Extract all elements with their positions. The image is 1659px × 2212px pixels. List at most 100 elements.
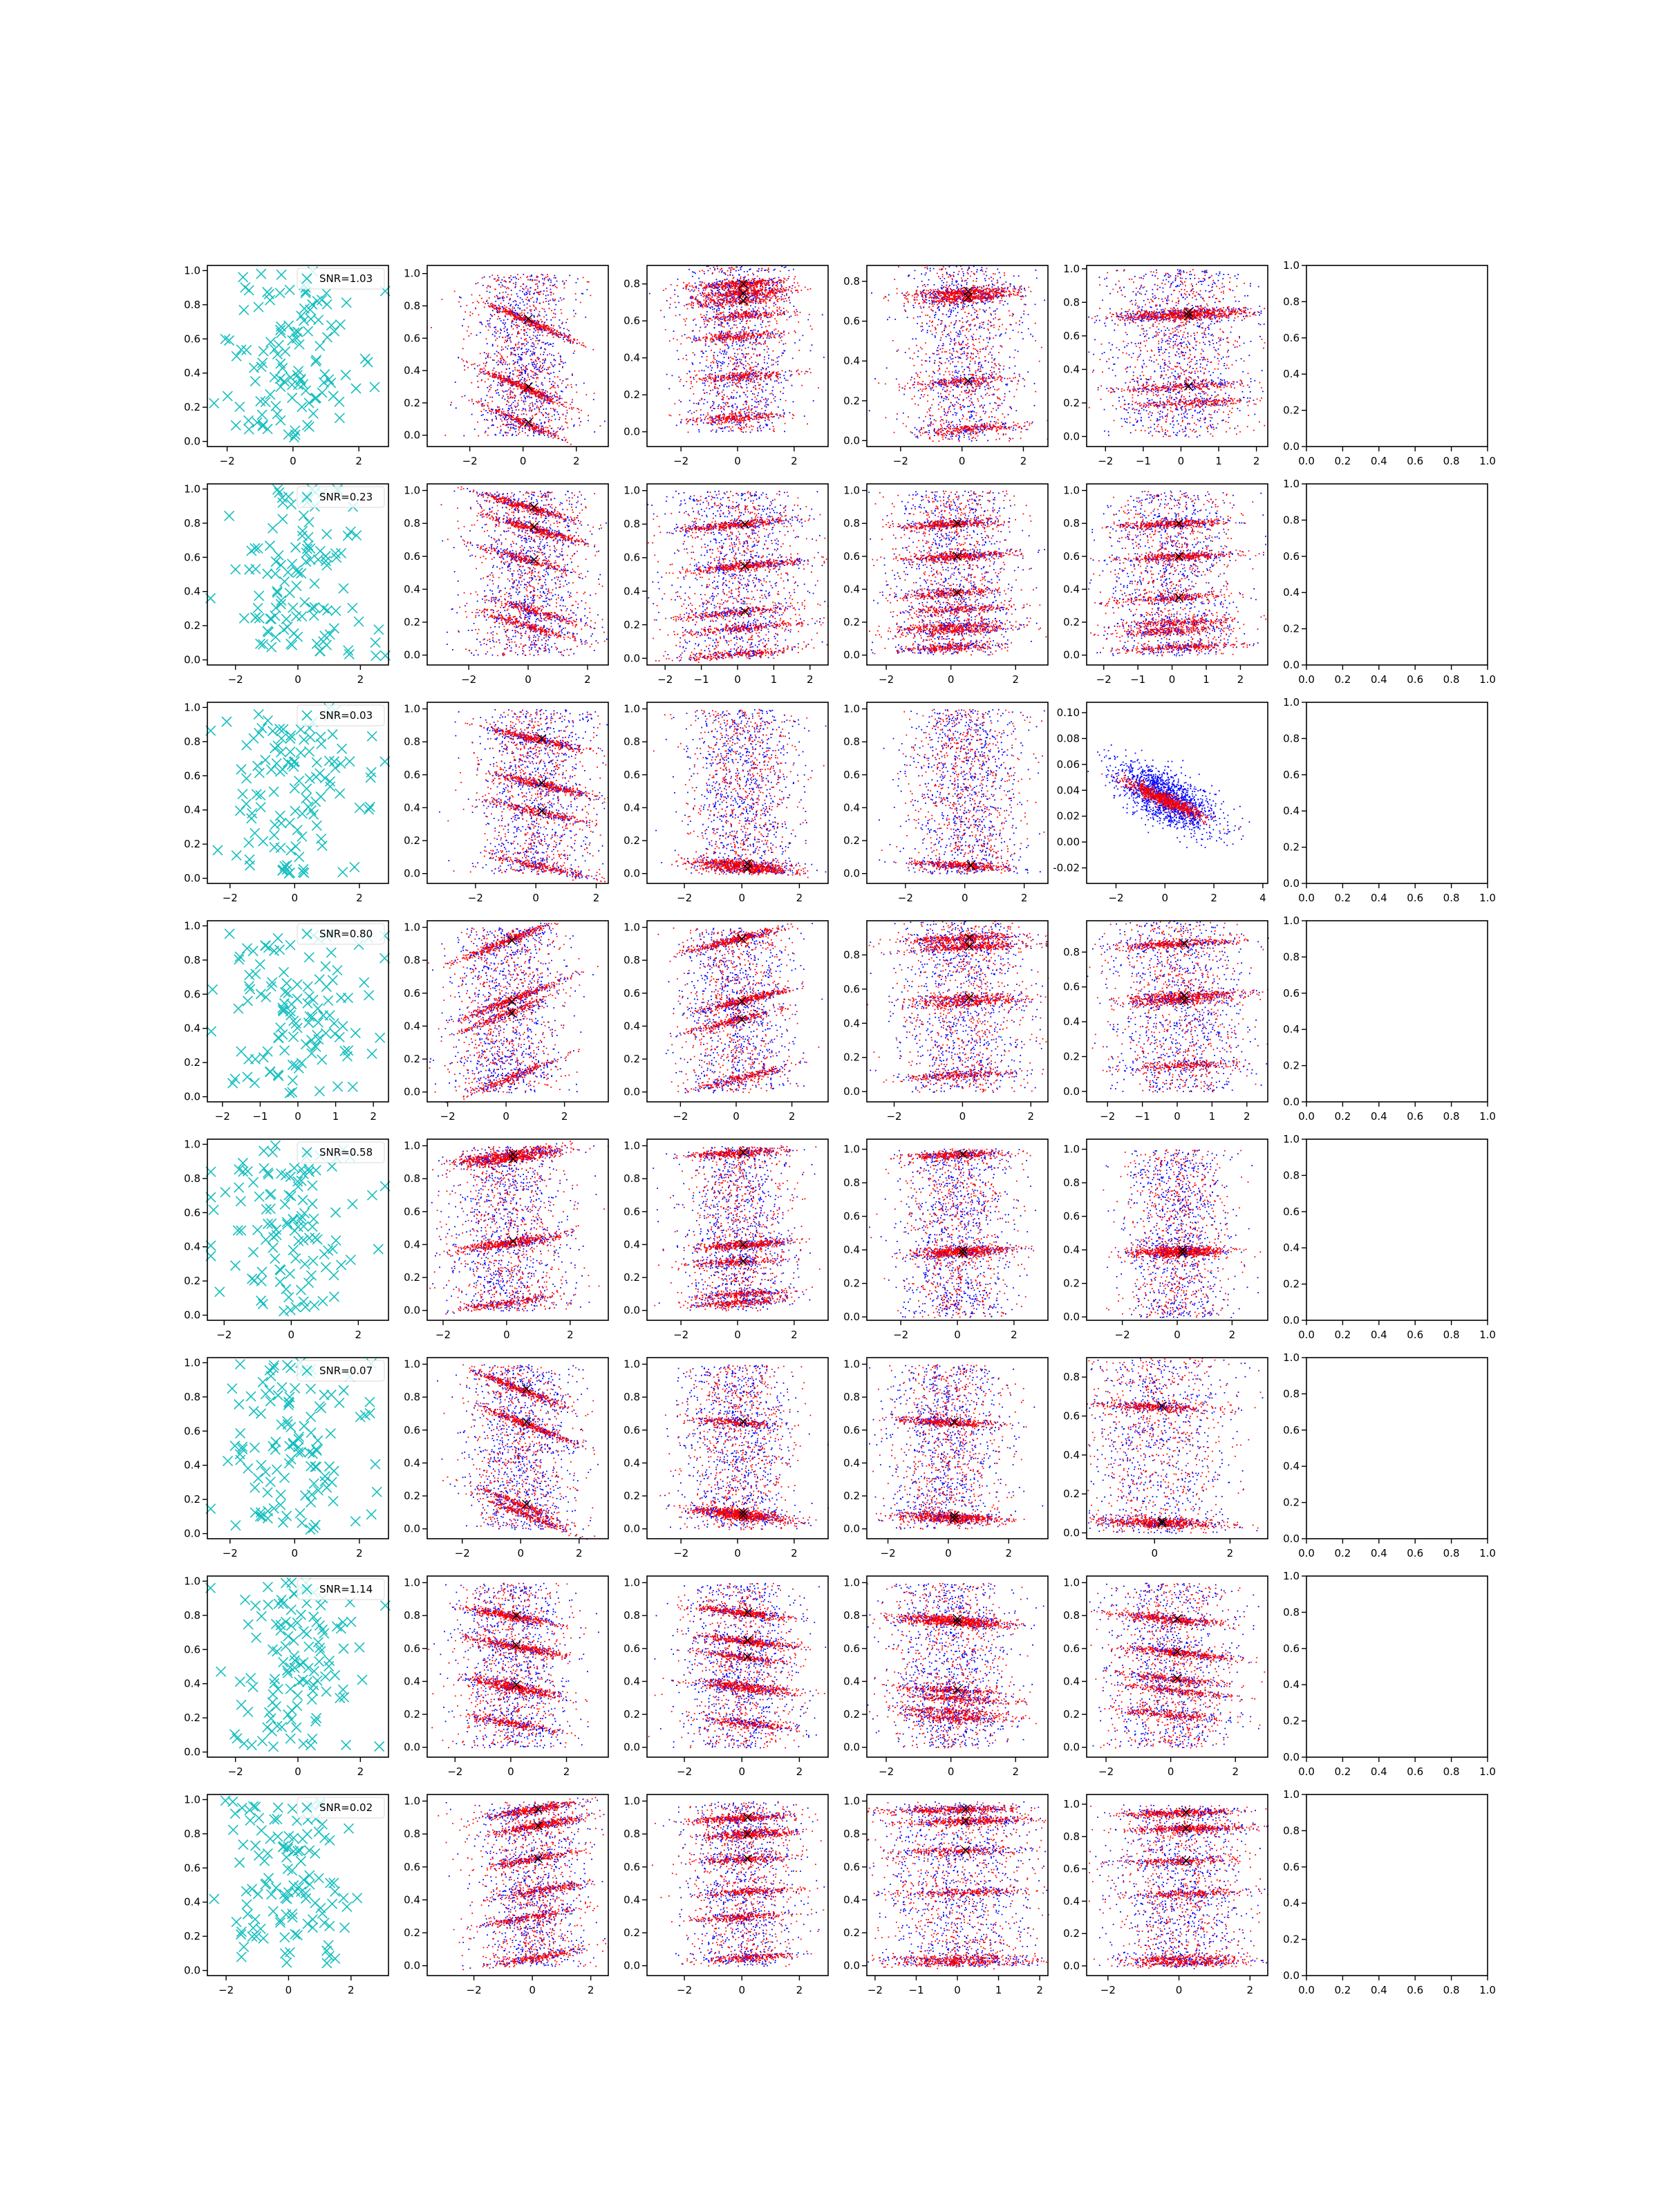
- subplot-r5-c4: 0 2 0.0 0.2 0.4 0.6 0.8: [1063, 1357, 1268, 1559]
- center-markers: [738, 279, 748, 306]
- y-tick-label: 0.4: [843, 1017, 860, 1029]
- x-tick-label: 0: [1174, 1329, 1181, 1341]
- axes-frame: [427, 1357, 609, 1539]
- red-points: [881, 709, 1045, 874]
- center-markers: [950, 1417, 959, 1524]
- y-tick-label: 0.0: [1283, 659, 1300, 671]
- y-tick-label: 0.8: [624, 1609, 640, 1622]
- y-tick-label: 0.6: [404, 1642, 420, 1655]
- scatter-points: [869, 1364, 1044, 1530]
- y-tick-label: 0.8: [184, 299, 200, 311]
- x-tick-label: 0: [520, 455, 527, 467]
- y-tick-label: 0.8: [1283, 295, 1300, 308]
- x-tick-label: 0: [294, 1765, 301, 1778]
- blue-points: [1087, 921, 1269, 1093]
- y-tick-label: 0.0: [184, 1528, 200, 1540]
- y-tick-label: 1.0: [184, 1356, 200, 1369]
- subplot-r4-c5: 0.0 0.2 0.4 0.6 0.8 1.0 0.0 0.2 0.4 0.6 0.8 1.0: [1283, 1133, 1496, 1341]
- center-markers: [743, 859, 753, 874]
- y-tick-label: 0.0: [843, 1741, 860, 1754]
- x-tick-label: 1: [1209, 1110, 1216, 1123]
- y-tick-label: 0.8: [843, 275, 860, 288]
- legend: SNR=0.23: [297, 486, 385, 508]
- blue-points: [648, 265, 825, 433]
- x-tick-label: 2: [1012, 673, 1019, 686]
- center-markers: [953, 1614, 962, 1694]
- legend-marker: [301, 1365, 312, 1376]
- x-tick-label: 0: [294, 673, 301, 686]
- y-tick-label: 0.8: [1283, 1387, 1300, 1400]
- y-tick-label: 0.6: [843, 1642, 860, 1655]
- subplot-r7-c3: −2 −1 0 1 2 0.0 0.2 0.4 0.6 0.8 1.0: [843, 1794, 1049, 1996]
- y-tick-label: 0.0: [1283, 1314, 1300, 1327]
- scatter-points: [869, 1148, 1036, 1318]
- scatter-points: [1087, 744, 1250, 848]
- x-tick-label: 0: [503, 1110, 509, 1123]
- subplot-r3-c2: −2 0 2 0.0 0.2 0.4 0.6 0.8 1.0: [624, 920, 829, 1123]
- scatter-points: [647, 490, 829, 663]
- y-tick-label: 0.0: [624, 426, 640, 438]
- center-markers: [738, 1417, 748, 1521]
- y-tick-label: 0.2: [624, 834, 640, 847]
- y-tick-label: 0.2: [1283, 1497, 1300, 1509]
- x-tick-label: 2: [567, 1329, 574, 1341]
- center-markers: [1181, 1808, 1191, 1866]
- x-tick-label: 0: [734, 673, 741, 686]
- y-tick-label: 0.2: [843, 1051, 860, 1064]
- x-tick-label: 2: [370, 1110, 377, 1123]
- subplot-r2-c1: −2 0 2 0.0 0.2 0.4 0.6 0.8 1.0: [404, 702, 609, 904]
- y-tick-label: 0.8: [184, 1828, 200, 1840]
- y-tick-label: 0.2: [843, 395, 860, 407]
- x-tick-label: 0.8: [1443, 1765, 1460, 1778]
- x-tick-label: 0: [948, 1765, 955, 1778]
- scatter-points: [1088, 1804, 1269, 1969]
- subplot-r3-c3: −2 0 2 0.0 0.2 0.4 0.6 0.8: [843, 920, 1049, 1123]
- y-tick-label: 0.0: [1283, 1533, 1300, 1545]
- blue-points: [1088, 490, 1266, 657]
- y-tick-label: 0.4: [184, 1022, 200, 1035]
- subplot-r1-c5: 0.0 0.2 0.4 0.6 0.8 1.0 0.0 0.2 0.4 0.6 0.8 1.0: [1283, 478, 1496, 686]
- x-tick-label: −2: [673, 1110, 688, 1123]
- x-tick-label: 1: [1215, 455, 1222, 467]
- scatter-points: [209, 266, 391, 443]
- y-tick-label: 0.8: [404, 517, 420, 529]
- y-tick-label: 0.6: [1283, 550, 1300, 563]
- y-tick-label: 0.0: [843, 1960, 860, 1972]
- y-tick-label: 0.6: [1063, 1210, 1080, 1223]
- x-tick-label: 2: [1036, 1984, 1043, 1996]
- center-markers: [522, 1384, 532, 1509]
- blue-points: [433, 1582, 599, 1749]
- y-tick-label: 0.0: [1283, 1096, 1300, 1108]
- subplot-r1-c0: −2 0 2 0.0 0.2 0.4 0.6 0.8 1.0 SNR=0.23: [184, 482, 391, 686]
- y-tick-label: 1.0: [184, 1575, 200, 1587]
- x-tick-label: 2: [593, 892, 600, 904]
- x-tick-label: 0.6: [1407, 1110, 1423, 1123]
- y-tick-label: 0.6: [624, 1206, 640, 1218]
- x-tick-label: 2: [348, 1984, 355, 1996]
- y-tick-label: 1.0: [404, 485, 420, 497]
- subplot-r4-c0: −2 0 2 0.0 0.2 0.4 0.6 0.8 1.0 SNR=0.58: [184, 1138, 391, 1341]
- axes-frame: [866, 702, 1049, 884]
- x-tick-label: −1: [908, 1984, 924, 1996]
- x-tick-label: 2: [355, 1329, 362, 1341]
- subplot-r3-c5: 0.0 0.2 0.4 0.6 0.8 1.0 0.0 0.2 0.4 0.6 0.8 1.0: [1283, 915, 1496, 1123]
- x-tick-label: −2: [467, 1984, 482, 1996]
- x-tick-label: −2: [677, 892, 692, 904]
- x-tick-label: 0: [945, 1547, 952, 1559]
- axes-frame: [866, 483, 1049, 666]
- x-tick-label: 0: [529, 1984, 536, 1996]
- y-tick-label: 0.2: [1283, 841, 1300, 854]
- x-tick-label: 2: [1028, 1110, 1035, 1123]
- y-tick-label: 0.6: [184, 988, 200, 1000]
- y-tick-label: 0.10: [1057, 706, 1080, 719]
- y-tick-label: 0.0: [404, 429, 420, 442]
- axes-frame: [866, 1357, 1049, 1539]
- y-tick-label: 0.0: [404, 1304, 420, 1317]
- y-tick-label: 0.2: [404, 1708, 420, 1721]
- y-tick-label: 0.8: [1063, 1609, 1080, 1622]
- y-tick-label: 0.2: [184, 401, 200, 413]
- y-tick-label: 0.2: [1063, 1708, 1080, 1721]
- red-points: [652, 1801, 825, 1967]
- x-tick-label: 0: [734, 455, 741, 467]
